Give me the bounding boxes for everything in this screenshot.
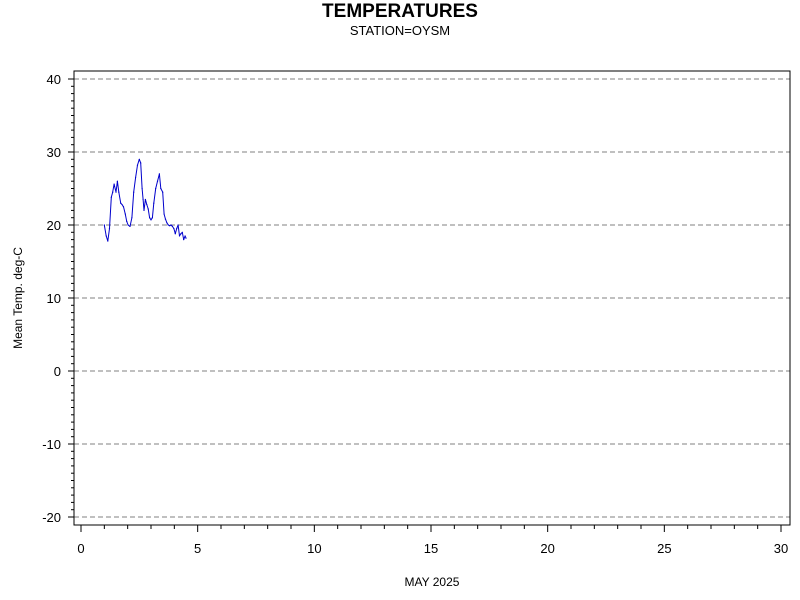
data-point (146, 203, 148, 206)
data-point (124, 213, 126, 215)
series-group (103, 158, 187, 242)
data-point (164, 218, 167, 220)
data-point (184, 235, 186, 237)
x-tick-label: 0 (77, 541, 84, 556)
data-point (136, 164, 139, 166)
data-point (140, 162, 142, 164)
data-point (143, 209, 145, 211)
data-point (142, 198, 144, 201)
y-tick-label: 10 (47, 291, 61, 306)
data-point (162, 191, 164, 193)
data-point (167, 224, 169, 226)
data-point (156, 180, 159, 182)
data-point (121, 203, 123, 206)
data-point (183, 239, 185, 241)
data-point (158, 173, 160, 175)
x-tick-label: 30 (774, 541, 788, 556)
chart-title: TEMPERATURES (322, 1, 478, 22)
data-point (163, 213, 165, 215)
data-point (135, 176, 137, 179)
x-tick-label: 10 (307, 541, 321, 556)
data-point (108, 228, 111, 230)
data-point (105, 235, 107, 237)
data-point (112, 191, 114, 193)
data-point (151, 217, 153, 219)
x-tick-label: 25 (657, 541, 671, 556)
y-tick-label: 20 (47, 218, 61, 233)
data-point (113, 183, 115, 185)
x-axis-label: MAY 2025 (405, 575, 460, 589)
data-point (131, 217, 133, 219)
data-point (185, 237, 187, 239)
data-point (127, 224, 129, 226)
data-point (170, 224, 172, 226)
data-point (144, 198, 146, 201)
chart-subtitle: STATION=OYSM (350, 23, 450, 38)
data-point (122, 206, 125, 208)
data-point (138, 158, 140, 160)
data-point (118, 191, 120, 193)
data-point (149, 217, 151, 219)
x-tick-label: 20 (540, 541, 554, 556)
y-tick-label: -10 (42, 437, 61, 452)
data-point (166, 222, 168, 224)
x-tick-label: 5 (194, 541, 201, 556)
y-axis: -20 -10 0 10 20 30 40 (42, 72, 74, 525)
y-tick-label: -20 (42, 510, 61, 525)
data-point (141, 187, 143, 190)
data-point (103, 224, 105, 226)
data-point (160, 187, 162, 190)
x-axis: 0 5 10 15 20 25 30 (77, 525, 788, 556)
data-point (129, 225, 131, 228)
data-point (115, 191, 117, 193)
y-tick-label: 30 (47, 145, 61, 160)
y-axis-label: Mean Temp. deg-C (11, 247, 25, 349)
data-point (171, 225, 174, 228)
data-point (120, 202, 122, 204)
data-point (107, 240, 109, 242)
y-tick-label: 0 (54, 364, 61, 379)
data-point (133, 191, 135, 193)
data-point (169, 225, 171, 227)
data-point (173, 228, 175, 230)
y-tick-label: 40 (47, 72, 61, 87)
data-point (181, 231, 183, 233)
data-point (176, 228, 178, 230)
data-point (155, 187, 157, 190)
data-point (180, 233, 182, 235)
data-point (147, 208, 149, 210)
data-point (110, 196, 112, 198)
data-point (174, 233, 176, 235)
x-tick-label: 15 (424, 541, 438, 556)
data-point (178, 235, 181, 237)
data-point (150, 219, 152, 221)
data-point (116, 180, 118, 182)
data-point (153, 202, 155, 204)
grid-lines (74, 78, 790, 518)
data-point (126, 220, 128, 222)
data-point (177, 224, 179, 226)
